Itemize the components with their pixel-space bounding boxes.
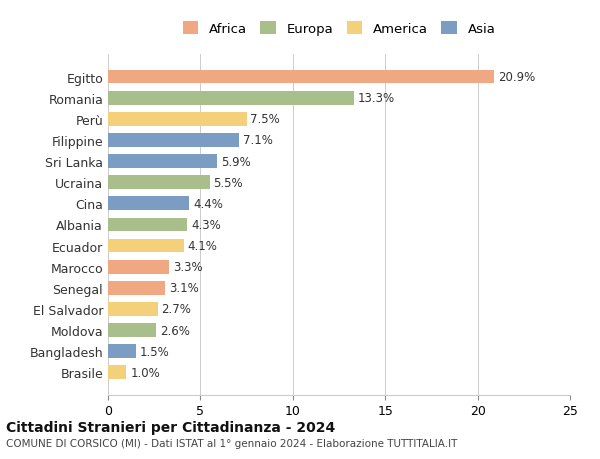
Text: 2.6%: 2.6% (160, 324, 190, 337)
Bar (108, 155, 217, 168)
Bar (108, 92, 354, 105)
Bar (108, 218, 187, 232)
Text: 4.4%: 4.4% (193, 197, 223, 210)
Bar (108, 366, 127, 379)
Bar (108, 197, 190, 211)
Bar (108, 260, 169, 274)
Bar (108, 176, 209, 190)
Text: 1.0%: 1.0% (130, 366, 160, 379)
Text: Cittadini Stranieri per Cittadinanza - 2024: Cittadini Stranieri per Cittadinanza - 2… (6, 420, 335, 434)
Bar (108, 71, 494, 84)
Text: 2.7%: 2.7% (161, 303, 191, 316)
Text: 1.5%: 1.5% (139, 345, 169, 358)
Text: 4.1%: 4.1% (187, 240, 217, 252)
Text: 13.3%: 13.3% (358, 92, 395, 105)
Bar (108, 302, 158, 316)
Text: 3.3%: 3.3% (173, 261, 202, 274)
Bar (108, 134, 239, 147)
Bar (108, 112, 247, 126)
Text: 3.1%: 3.1% (169, 282, 199, 295)
Text: 4.3%: 4.3% (191, 218, 221, 231)
Bar (108, 239, 184, 253)
Text: 5.5%: 5.5% (214, 176, 243, 189)
Bar (108, 281, 165, 295)
Text: 20.9%: 20.9% (498, 71, 535, 84)
Text: 5.9%: 5.9% (221, 155, 250, 168)
Bar (108, 345, 136, 358)
Bar (108, 324, 156, 337)
Text: 7.1%: 7.1% (243, 134, 273, 147)
Text: 7.5%: 7.5% (250, 113, 280, 126)
Text: COMUNE DI CORSICO (MI) - Dati ISTAT al 1° gennaio 2024 - Elaborazione TUTTITALIA: COMUNE DI CORSICO (MI) - Dati ISTAT al 1… (6, 438, 457, 448)
Legend: Africa, Europa, America, Asia: Africa, Europa, America, Asia (179, 17, 499, 39)
